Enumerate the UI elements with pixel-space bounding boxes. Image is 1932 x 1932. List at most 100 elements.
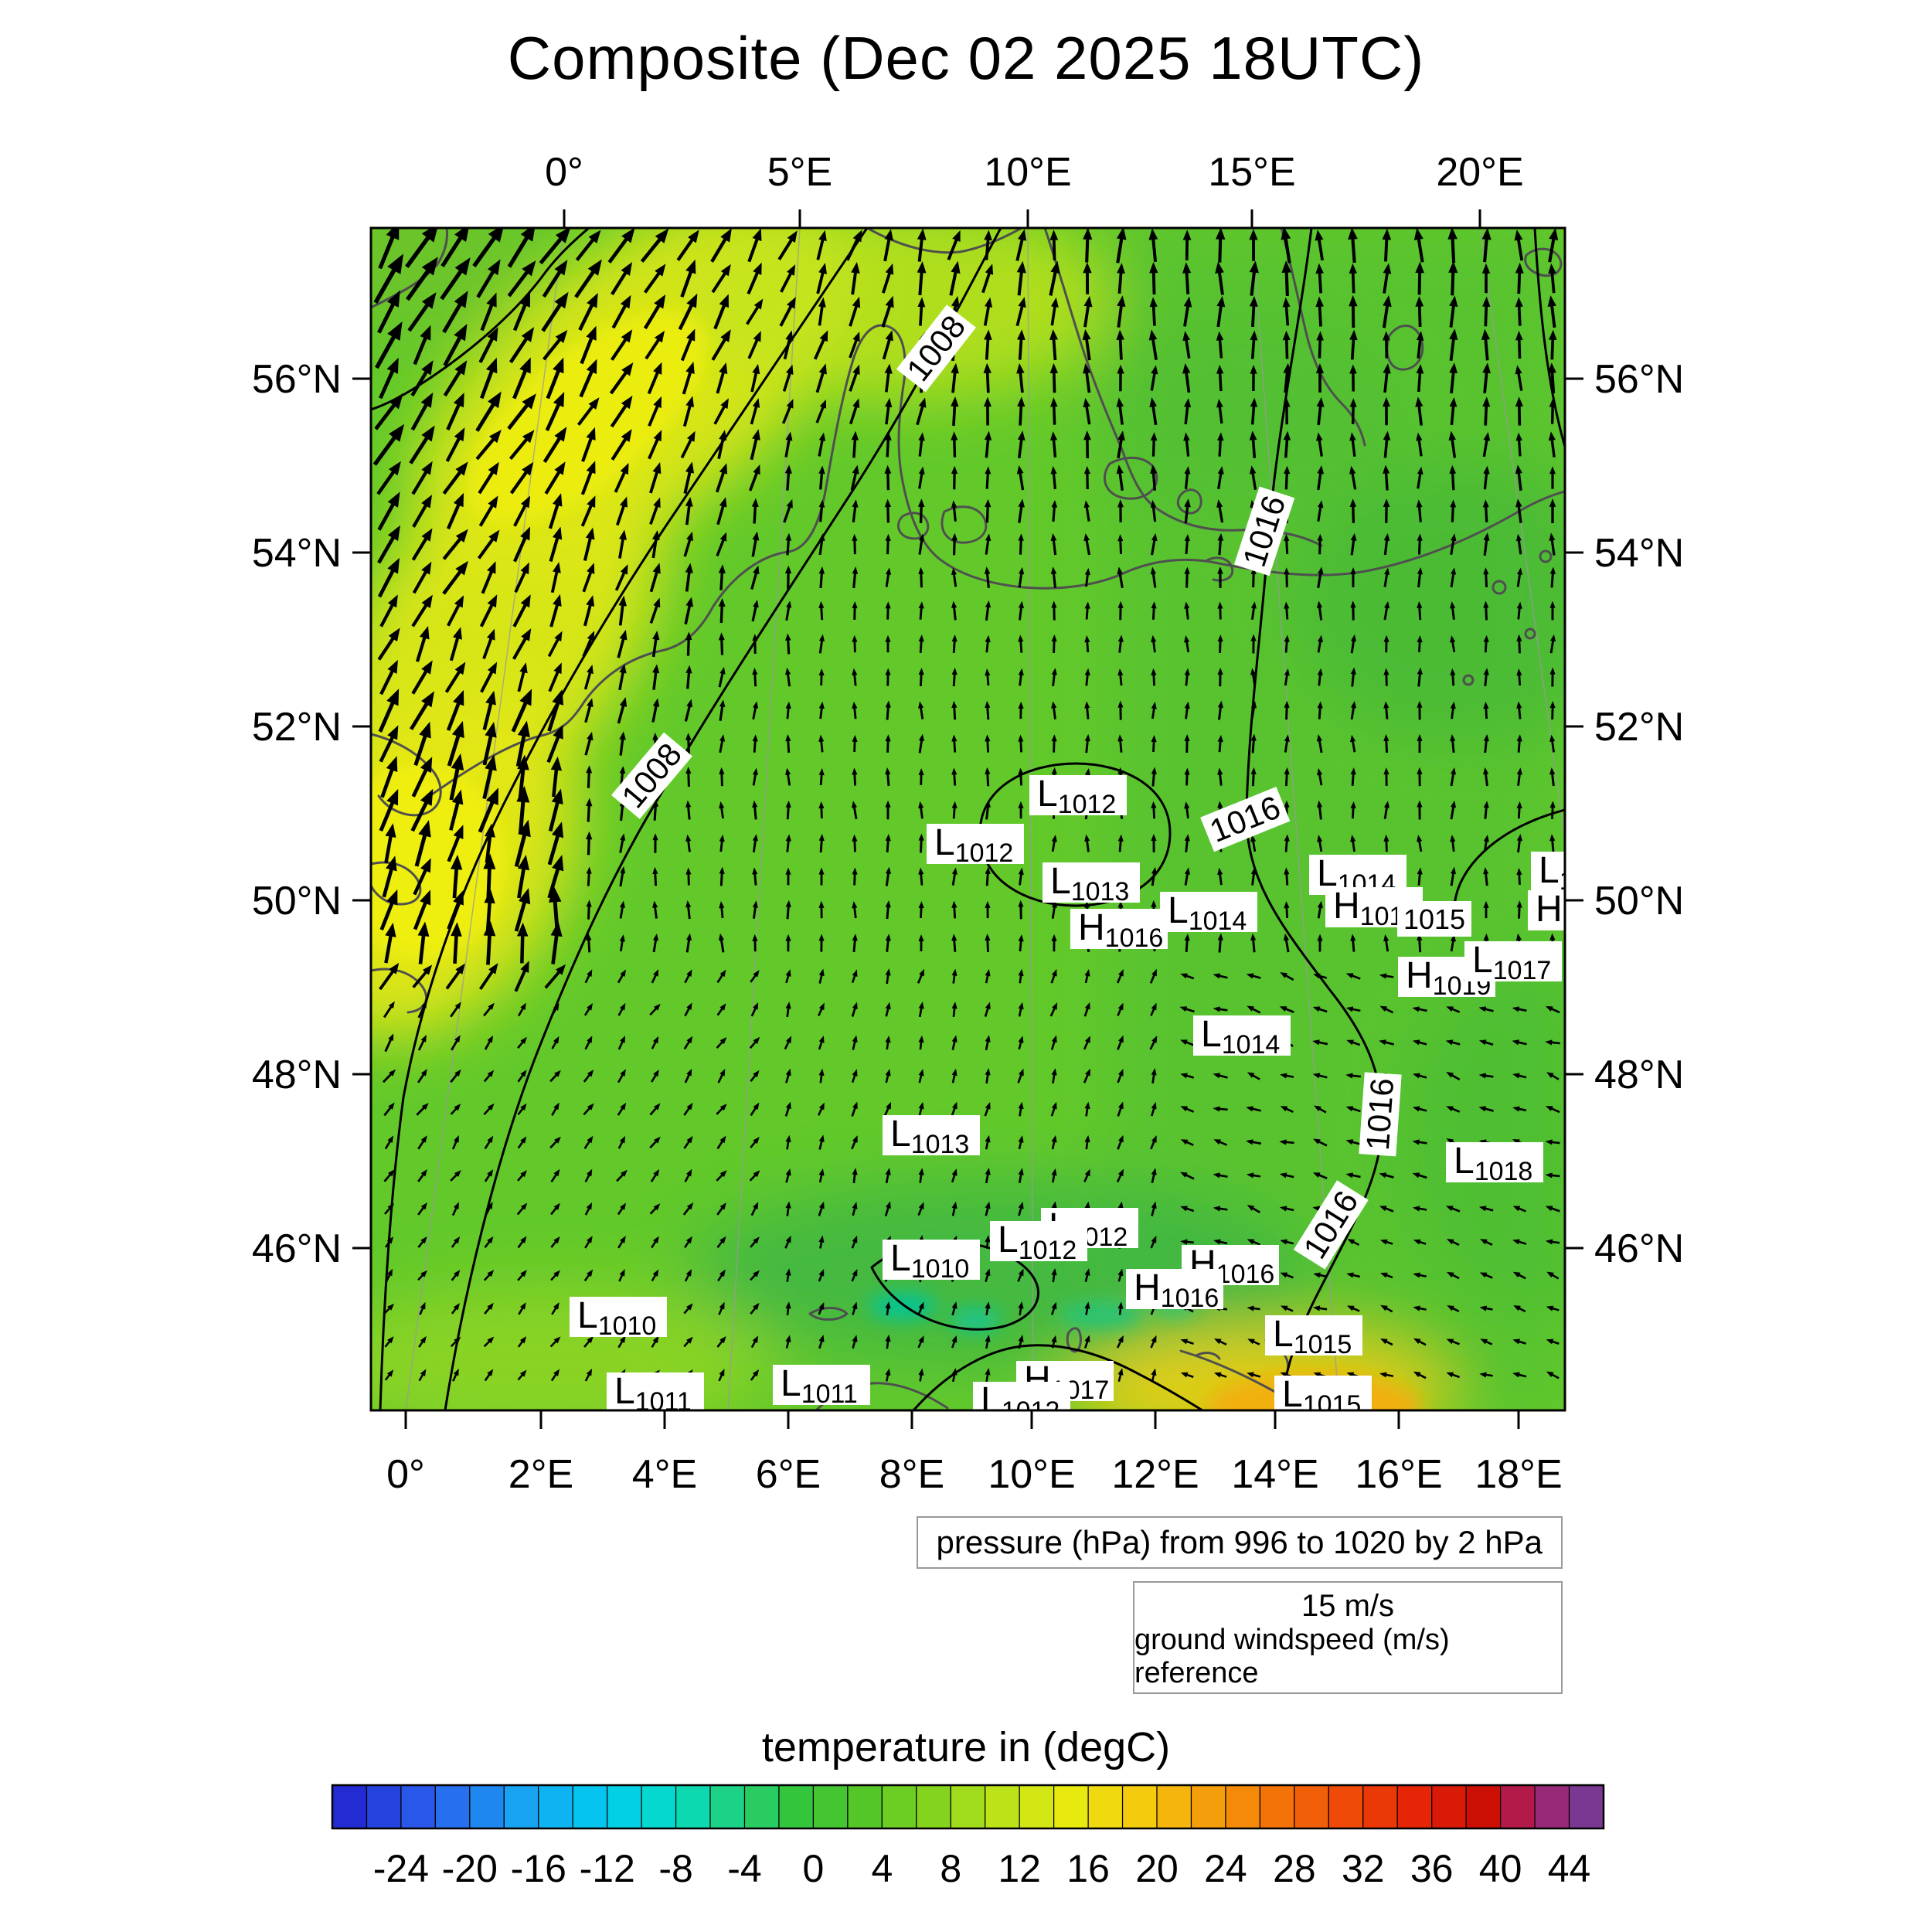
wind-arrow (1447, 1305, 1460, 1312)
wind-arrow (852, 601, 858, 621)
wind-arrow (1247, 1305, 1260, 1311)
wind-arrow (918, 1002, 924, 1018)
wind-arrow (719, 866, 725, 886)
wind-arrow (1515, 498, 1522, 523)
wind-arrow (609, 362, 634, 395)
wind-arrow (517, 1369, 527, 1381)
wind-arrow (517, 1136, 527, 1149)
wind-arrow (1151, 1368, 1157, 1382)
wind-arrow (1249, 229, 1258, 261)
wind-arrow (783, 330, 794, 360)
wind-arrow (1546, 1305, 1560, 1311)
wind-arrow (917, 1335, 924, 1349)
wind-arrow (951, 567, 957, 587)
wind-arrow (383, 1169, 395, 1182)
wind-arrow (1281, 260, 1291, 297)
wind-arrow (1216, 295, 1226, 328)
wind-arrow (984, 1101, 991, 1117)
colorbar-segment (1053, 1784, 1089, 1829)
wind-arrow (546, 357, 564, 400)
wind-arrow (785, 1134, 791, 1150)
wind-arrow (1184, 498, 1191, 524)
wind-arrow (1247, 1072, 1260, 1080)
wind-arrow (1549, 767, 1556, 787)
wind-arrow (484, 1302, 494, 1315)
wind-arrows (372, 228, 1560, 1383)
wind-arrow (1483, 701, 1489, 719)
wind-arrow (918, 1168, 924, 1183)
wind-reference-speed-label: 15 m/s (1301, 1589, 1395, 1623)
wind-arrow (1151, 801, 1157, 819)
wind-arrow (951, 1168, 957, 1183)
wind-arrow (782, 364, 794, 392)
wind-arrow (1250, 397, 1258, 425)
wind-arrow (918, 768, 924, 786)
wind-arrow (1515, 396, 1523, 426)
wind-arrow (1314, 1105, 1327, 1114)
wind-arrow (785, 867, 791, 886)
axis-label-left: 50°N (252, 879, 342, 923)
wind-arrow (885, 601, 891, 620)
wind-arrow (411, 757, 433, 798)
wind-arrow (1117, 734, 1124, 753)
wind-arrow (683, 1102, 693, 1116)
wind-arrow (1350, 701, 1357, 720)
wind-arrow (580, 461, 596, 495)
wind-arrow (710, 228, 732, 263)
wind-arrow (1151, 668, 1157, 686)
wind-arrow (1217, 734, 1223, 753)
wind-arrow (685, 933, 692, 953)
wind-arrow (1315, 263, 1324, 294)
wind-arrow (1117, 263, 1125, 294)
wind-arrow (1515, 432, 1522, 457)
wind-arrow (483, 1070, 495, 1083)
wind-arrow (1284, 867, 1290, 886)
wind-arrow (885, 1002, 891, 1017)
wind-arrow (718, 1369, 725, 1382)
wind-arrow (818, 934, 825, 952)
wind-arrow (818, 1335, 825, 1349)
wind-arrow (985, 968, 991, 984)
wind-arrow (1213, 1073, 1228, 1079)
colorbar-segment (400, 1784, 436, 1829)
wind-arrow (607, 228, 635, 264)
wind-arrow (1478, 1006, 1494, 1012)
wind-arrow (1284, 767, 1290, 787)
wind-arrow (685, 733, 692, 754)
wind-arrow (784, 1036, 792, 1050)
wind-arrow (1217, 767, 1223, 786)
wind-arrow (951, 362, 959, 393)
wind-arrow (419, 1301, 426, 1315)
wind-arrow (885, 533, 891, 555)
wind-arrow (1516, 601, 1522, 620)
wind-arrow (617, 1102, 627, 1116)
pressure-center-text: L1010 (577, 1295, 656, 1341)
wind-arrow (410, 360, 434, 397)
wind-arrow (1349, 263, 1357, 294)
wind-arrow (649, 1203, 661, 1215)
wind-arrow (512, 594, 531, 628)
wind-arrow (1415, 296, 1424, 327)
wind-arrow (881, 295, 894, 328)
wind-arrow (1413, 1239, 1427, 1245)
wind-arrow (516, 785, 530, 835)
wind-arrow (1383, 498, 1390, 523)
wind-arrow (1412, 1039, 1427, 1046)
wind-arrow (1283, 397, 1291, 425)
wind-arrow (446, 689, 464, 731)
wind-arrow (1483, 835, 1489, 852)
wind-arrow (1283, 362, 1291, 393)
axis-label-bottom: 16°E (1355, 1452, 1442, 1497)
wind-arrow (582, 631, 595, 658)
wind-arrow (1180, 1372, 1194, 1379)
wind-arrow (716, 1236, 726, 1249)
wind-arrow (1516, 734, 1522, 753)
wind-arrow (1317, 634, 1323, 653)
wind-arrow (1117, 1134, 1124, 1150)
wind-arrow (1417, 533, 1423, 555)
wind-arrow (586, 866, 592, 886)
wind-arrow (1549, 834, 1556, 852)
wind-arrow (1051, 734, 1057, 753)
wind-arrow (785, 532, 792, 556)
